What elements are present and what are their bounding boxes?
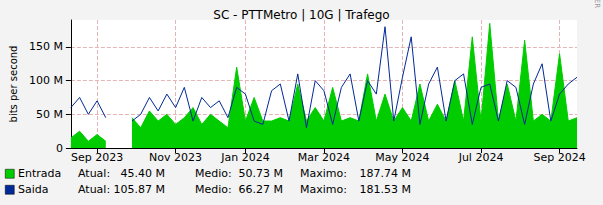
svg-text:0: 0 <box>56 142 63 155</box>
svg-text:Maximo:: Maximo: <box>300 167 347 180</box>
svg-text:May 2024: May 2024 <box>375 151 429 164</box>
svg-text:Maximo:: Maximo: <box>300 183 347 196</box>
svg-text:Sep 2024: Sep 2024 <box>533 151 585 164</box>
svg-text:RRDTOOL / TOBI OETIKER: RRDTOOL / TOBI OETIKER <box>593 0 601 8</box>
svg-text:bits per second: bits per second <box>8 46 19 123</box>
svg-text:150 M: 150 M <box>29 40 63 53</box>
svg-text:Nov 2023: Nov 2023 <box>149 151 202 164</box>
svg-text:100 M: 100 M <box>29 74 63 87</box>
svg-text:Atual:: Atual: <box>78 167 110 180</box>
svg-text:SC - PTTMetro | 10G | Trafego: SC - PTTMetro | 10G | Trafego <box>213 8 389 22</box>
svg-text:Jan 2024: Jan 2024 <box>220 151 269 164</box>
svg-text:Mar 2024: Mar 2024 <box>298 151 350 164</box>
svg-text:105.87 M: 105.87 M <box>114 183 165 196</box>
svg-text:Medio:: Medio: <box>195 167 232 180</box>
svg-text:Medio:: Medio: <box>195 183 232 196</box>
svg-text:Sep 2023: Sep 2023 <box>71 151 123 164</box>
svg-text:45.40 M: 45.40 M <box>121 167 165 180</box>
svg-text:Entrada: Entrada <box>18 167 61 180</box>
svg-text:50.73 M: 50.73 M <box>239 167 283 180</box>
svg-text:50 M: 50 M <box>36 108 63 121</box>
svg-text:181.53 M: 181.53 M <box>360 183 411 196</box>
svg-text:Jul 2024: Jul 2024 <box>458 151 504 164</box>
svg-text:Atual:: Atual: <box>78 183 110 196</box>
svg-text:Saida: Saida <box>18 183 49 196</box>
svg-text:187.74 M: 187.74 M <box>360 167 411 180</box>
svg-text:66.27 M: 66.27 M <box>239 183 283 196</box>
